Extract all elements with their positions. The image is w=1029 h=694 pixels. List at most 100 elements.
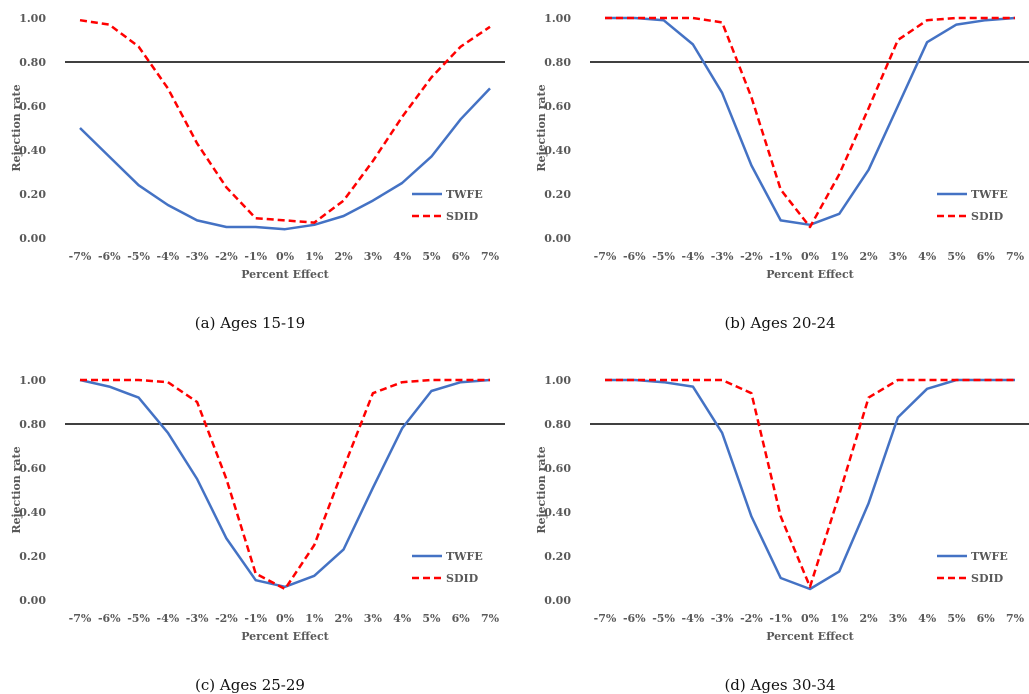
x-tick-label: -7% [594,250,617,263]
caption-d: (d) Ages 30-34 [724,676,836,694]
caption-c: (c) Ages 25-29 [195,676,305,694]
x-tick-label: 7% [1006,612,1025,625]
chart-panel-d: 0.00 0.20 0.40 0.60 0.80 1.00 -7% -6% -5% -4% -3% -… [525,362,1029,662]
x-tick-label: 6% [452,612,471,625]
series-line-sdid [80,378,490,591]
x-tick-label: 2% [860,612,879,625]
y-tick-label: 0.60 [19,100,46,113]
legend-label-sdid: SDID [446,210,479,223]
x-tick-label: -6% [98,250,121,263]
x-tick-label: 3% [364,612,383,625]
x-tick-label: 2% [335,250,354,263]
y-tick-label: 0.20 [544,188,571,201]
x-tick-label: -1% [244,250,267,263]
x-tick-label: -7% [594,612,617,625]
x-tick-label: 2% [335,612,354,625]
x-tick-label: 3% [889,612,908,625]
x-tick-label: 2% [860,250,879,263]
x-axis-title: Percent Effect [241,630,329,643]
x-tick-label: 7% [481,250,500,263]
x-tick-label: 5% [422,612,441,625]
x-tick-label: 0% [276,612,295,625]
series-line-twfe [79,378,491,589]
x-tick-label: -5% [652,250,675,263]
series-line-sdid [605,378,1015,589]
chart-svg-d: 0.000.200.400.600.801.00-7% -6% -5% -4% -3% -… [535,374,1029,643]
chart-svg-a: 0.000.200.400.600.801.00-7% -6% -5% -4% -3% -… [10,12,505,281]
y-tick-label: 0.20 [19,188,46,201]
x-tick-label: 6% [977,250,996,263]
series-line-sdid [79,18,491,224]
x-tick-label: 3% [889,250,908,263]
legend-label-sdid: SDID [971,572,1004,585]
legend-label-twfe: TWFE [971,550,1008,563]
x-tick-label: -2% [215,612,238,625]
x-tick-label: -5% [652,612,675,625]
x-tick-label: -7% [69,612,92,625]
x-tick-label: -2% [215,250,238,263]
x-tick-label: -1% [769,250,792,263]
y-tick-label: 0.60 [544,100,571,113]
x-tick-label: 4% [393,250,412,263]
x-tick-label: 5% [947,250,966,263]
y-tick-label: 0.00 [19,232,46,245]
x-tick-label: -2% [740,612,763,625]
x-tick-label: 6% [977,612,996,625]
legend-label-twfe: TWFE [971,188,1008,201]
y-tick-label: 0.40 [19,144,46,157]
y-tick-label: 0.40 [544,506,571,519]
x-tick-label: 0% [276,250,295,263]
x-tick-label: -3% [711,612,734,625]
x-tick-label: -2% [740,250,763,263]
chart-svg-c: 0.000.200.400.600.801.00-7% -6% -5% -4% -3% -… [10,374,505,643]
y-tick-label: 0.00 [544,594,571,607]
x-axis-title: Percent Effect [241,268,329,281]
legend-label-sdid: SDID [446,572,479,585]
x-tick-label: -4% [157,250,180,263]
x-axis-title: Percent Effect [766,630,854,643]
chart-svg-b: 0.000.200.400.600.801.00-7% -6% -5% -4% -3% -… [535,12,1029,281]
y-tick-label: 1.00 [19,374,46,387]
legend-label-twfe: TWFE [446,550,483,563]
y-axis-title: Rejection rate [10,446,23,533]
x-tick-label: -6% [623,612,646,625]
x-tick-label: 4% [918,612,937,625]
x-tick-label: 0% [801,250,820,263]
x-tick-label: -5% [127,612,150,625]
y-tick-label: 0.20 [544,550,571,563]
x-tick-label: -6% [98,612,121,625]
x-tick-label: 1% [305,612,324,625]
x-tick-label: -7% [69,250,92,263]
x-tick-label: 4% [918,250,937,263]
x-tick-label: -3% [711,250,734,263]
x-tick-label: -1% [769,612,792,625]
caption-b: (b) Ages 20-24 [724,314,836,332]
x-tick-label: 7% [481,612,500,625]
y-tick-label: 0.40 [19,506,46,519]
caption-a: (a) Ages 15-19 [194,314,306,332]
y-axis-title: Rejection rate [535,446,548,533]
chart-panel-c: 0.00 0.20 0.40 0.60 0.80 1.00 -7% -6% -5% -4% -3% -… [0,362,515,662]
y-axis-title: Rejection rate [535,84,548,171]
y-tick-label: 0.80 [19,56,46,69]
x-tick-label: 0% [801,612,820,625]
y-tick-label: 0.40 [544,144,571,157]
y-tick-label: 0.80 [544,418,571,431]
y-tick-label: 1.00 [544,374,571,387]
legend-label-twfe: TWFE [446,188,483,201]
y-tick-label: 0.80 [19,418,46,431]
x-axis-title: Percent Effect [766,268,854,281]
x-tick-label: -1% [244,612,267,625]
chart-panel-a: 0.00 0.20 0.40 0.60 0.80 1.00 -7% -6% -5% -4% -3% -… [0,0,515,300]
chart-panel-b: 0.00 0.20 0.40 0.60 0.80 1.00 -7% -6% -5% -4% -3% -… [525,0,1029,300]
y-tick-label: 0.00 [544,232,571,245]
series-line-twfe [79,87,491,231]
y-tick-label: 0.60 [19,462,46,475]
y-tick-label: 0.20 [19,550,46,563]
legend-label-sdid: SDID [971,210,1004,223]
y-axis-title: Rejection rate [10,84,23,171]
x-tick-label: 1% [830,250,849,263]
x-tick-label: -6% [623,250,646,263]
y-tick-label: 1.00 [544,12,571,25]
y-tick-label: 0.80 [544,56,571,69]
